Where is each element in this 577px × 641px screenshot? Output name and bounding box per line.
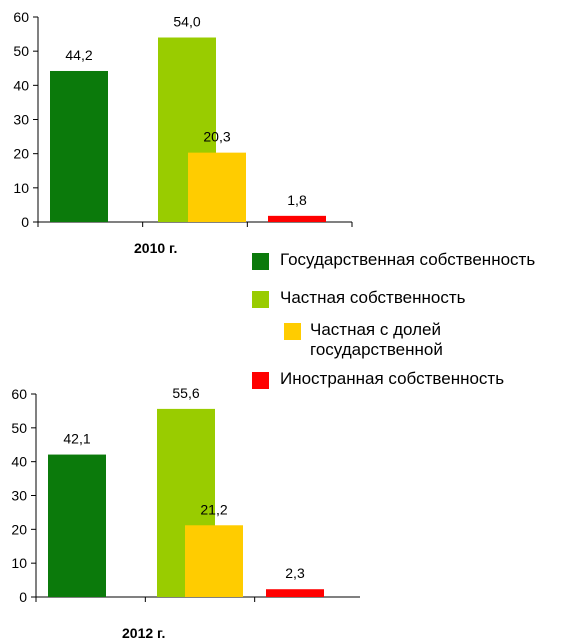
chart-2010-y-tick-label: 10 [13,180,29,196]
legend-label-private-state-share: Частная с долей государственной [310,320,443,359]
chart-2010-y-tick-label: 20 [13,146,29,162]
chart-2012-y-tick-label: 60 [11,386,27,402]
chart-2012-y-tick-label: 10 [11,555,27,571]
chart-2012-y-tick-label: 20 [11,521,27,537]
chart-2012-data-label: 55,6 [172,385,199,401]
chart-2010: 0 10 20 30 40 50 60 44,2 54,0 20,3 1,8 [13,9,353,230]
chart-2010-y-tick-label: 0 [21,214,29,230]
chart-2012-bar [185,525,243,597]
legend-label-foreign: Иностранная собственность [280,369,505,388]
chart-2010-data-label: 20,3 [203,129,230,145]
chart-2012-bar [266,589,324,597]
legend-swatch-foreign [252,372,269,389]
chart-2010-title: 2010 г. [134,240,178,256]
chart-2012: 0 10 20 30 40 50 60 42,1 55,6 21,2 2,3 [11,385,360,605]
chart-2012-data-label: 42,1 [63,431,90,447]
chart-2012-y-tick-label: 50 [11,420,27,436]
chart-2010-y-tick-label: 60 [13,9,29,25]
chart-2010-data-label: 44,2 [65,47,92,63]
chart-2010-data-label: 1,8 [287,192,307,208]
legend-swatch-private [252,291,269,308]
chart-2012-data-label: 21,2 [200,501,227,517]
legend-label-private: Частная собственность [280,288,466,307]
legend-label-state: Государственная собственность [280,250,536,269]
chart-2010-y-tick-label: 50 [13,43,29,59]
chart-2010-bar [50,70,108,222]
chart-2012-y-tick-label: 30 [11,488,27,504]
chart-2012-bar [48,454,106,597]
chart-2010-data-label: 54,0 [173,14,200,30]
chart-2010-y-tick-label: 40 [13,77,29,93]
chart-2010-bar [268,215,326,222]
chart-2010-bar [188,152,246,222]
chart-2012-data-label: 2,3 [285,565,305,581]
chart-2012-y-tick-label: 40 [11,454,27,470]
chart-2010-y-tick-label: 30 [13,112,29,128]
chart-2012-y-tick-label: 0 [19,589,27,605]
legend-swatch-state [252,253,269,270]
chart-2012-title: 2012 г. [122,625,166,641]
legend-swatch-private-state-share [284,323,301,340]
